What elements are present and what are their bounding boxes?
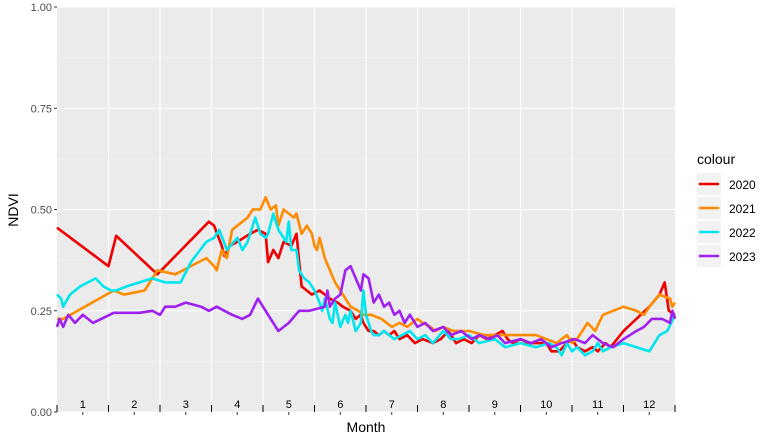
legend-label-2023: 2023 — [729, 250, 756, 264]
x-tick-label: 10 — [540, 399, 552, 411]
legend-label-2021: 2021 — [729, 202, 756, 216]
x-tick-label: 6 — [337, 399, 343, 411]
x-tick-label: 9 — [492, 399, 498, 411]
y-tick-label: 0.25 — [31, 306, 52, 318]
x-axis-tick-labels: 1 2 3 4 5 6 7 8 9 10 11 12 — [80, 399, 656, 411]
y-tick-label: 1.00 — [31, 2, 52, 14]
series-line-2022 — [56, 212, 677, 357]
x-tick-label: 7 — [389, 399, 395, 411]
x-tick-label: 12 — [643, 399, 655, 411]
y-axis-ticks — [54, 6, 57, 413]
x-tick-label: 3 — [183, 399, 189, 411]
legend-label-2020: 2020 — [729, 178, 756, 192]
x-tick-label: 2 — [131, 399, 137, 411]
legend-title: colour — [697, 151, 735, 167]
legend-items: 2020 2021 2022 2023 — [697, 173, 756, 267]
x-tick-label: 1 — [80, 399, 86, 411]
x-tick-label: 8 — [440, 399, 446, 411]
series-line-2023 — [55, 264, 677, 349]
y-axis-title: NDVI — [5, 193, 21, 226]
y-tick-label: 0.50 — [31, 205, 52, 217]
legend-label-2022: 2022 — [729, 226, 756, 240]
x-axis-ticks — [56, 405, 676, 415]
grid-major — [57, 6, 675, 413]
x-tick-label: 5 — [286, 399, 292, 411]
y-tick-label: 0.75 — [31, 103, 52, 115]
y-axis-tick-labels: 0.00 0.25 0.50 0.75 1.00 — [31, 2, 52, 419]
x-axis-title: Month — [347, 419, 386, 435]
x-tick-label: 4 — [234, 399, 240, 411]
legend: colour 2020 2021 2022 2023 — [697, 151, 756, 267]
x-tick-label: 11 — [592, 399, 603, 411]
y-tick-label: 0.00 — [31, 407, 52, 419]
series-layer — [55, 196, 677, 357]
